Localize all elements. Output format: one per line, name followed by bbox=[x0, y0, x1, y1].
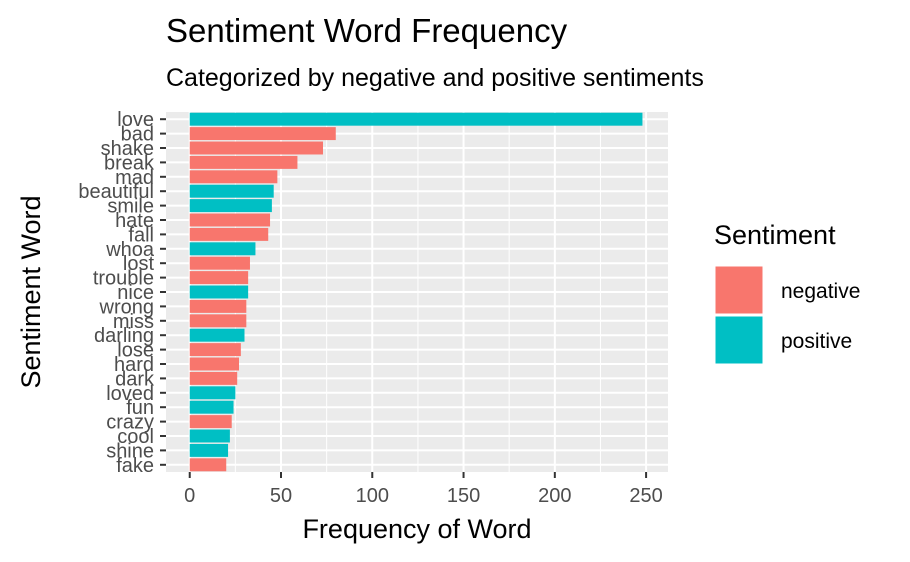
bar-break bbox=[189, 155, 298, 169]
x-axis: 0 50 100 150 200 250 bbox=[184, 472, 663, 507]
bar-dark bbox=[189, 371, 238, 385]
y-tick-label: break bbox=[104, 152, 155, 174]
y-tick-label: smile bbox=[107, 196, 154, 218]
y-tick-label: lose bbox=[117, 340, 154, 362]
legend-title: Sentiment bbox=[714, 220, 836, 250]
y-tick-label: love bbox=[117, 109, 154, 131]
bar-loved bbox=[189, 386, 236, 400]
bar-hate bbox=[189, 213, 271, 227]
chart-title: Sentiment Word Frequency bbox=[166, 12, 568, 49]
bar-crazy bbox=[189, 415, 232, 429]
y-tick-label: beautiful bbox=[78, 181, 154, 203]
y-tick-label: whoa bbox=[105, 239, 155, 261]
legend-items: negative positive bbox=[714, 265, 860, 365]
bar-fake bbox=[189, 458, 227, 472]
bar-wrong bbox=[189, 299, 247, 313]
y-tick-label: bad bbox=[121, 124, 154, 146]
bar-shake bbox=[189, 141, 323, 155]
y-tick-label: crazy bbox=[106, 412, 154, 434]
bar-lose bbox=[189, 343, 241, 357]
y-tick-label: shine bbox=[106, 440, 154, 462]
y-tick-label: miss bbox=[113, 311, 154, 333]
bar-bad bbox=[189, 127, 336, 141]
bar-trouble bbox=[189, 271, 249, 285]
bars-group bbox=[189, 112, 643, 472]
y-tick-label: lost bbox=[123, 253, 155, 275]
chart-subtitle: Categorized by negative and positive sen… bbox=[166, 64, 704, 92]
bar-whoa bbox=[189, 242, 256, 256]
x-tick-label: 200 bbox=[538, 485, 571, 507]
x-axis-title: Frequency of Word bbox=[302, 514, 531, 544]
legend-key-negative bbox=[714, 265, 764, 315]
bar-fall bbox=[189, 227, 269, 241]
y-tick-label: loved bbox=[106, 383, 154, 405]
bar-shine bbox=[189, 443, 229, 457]
x-tick-label: 150 bbox=[447, 485, 480, 507]
y-tick-label: darling bbox=[94, 325, 154, 347]
y-axis-title: Sentiment Word bbox=[16, 195, 46, 388]
y-tick-label: dark bbox=[115, 368, 155, 390]
bar-smile bbox=[189, 199, 272, 213]
legend-label-negative: negative bbox=[781, 280, 860, 303]
y-tick-label: hate bbox=[115, 210, 154, 232]
y-tick-label: wrong bbox=[99, 296, 154, 318]
legend-key-positive bbox=[714, 315, 764, 365]
y-tick-label: fall bbox=[128, 224, 154, 246]
y-tick-label: fun bbox=[126, 397, 154, 419]
y-tick-label: trouble bbox=[93, 268, 154, 290]
y-tick-label: mad bbox=[115, 167, 154, 189]
bar-hard bbox=[189, 357, 240, 371]
bar-beautiful bbox=[189, 184, 274, 198]
bar-darling bbox=[189, 328, 245, 342]
bar-nice bbox=[189, 285, 249, 299]
legend-label-positive: positive bbox=[781, 330, 852, 353]
legend: Sentiment negative positive bbox=[714, 220, 860, 365]
bar-love bbox=[189, 112, 643, 126]
x-tick-label: 0 bbox=[184, 485, 195, 507]
y-tick-label: nice bbox=[117, 282, 154, 304]
bar-lost bbox=[189, 256, 250, 270]
y-tick-label: fake bbox=[116, 455, 154, 477]
bar-cool bbox=[189, 429, 230, 443]
bar-miss bbox=[189, 314, 247, 328]
y-tick-label: cool bbox=[117, 426, 154, 448]
x-tick-label: 50 bbox=[270, 485, 292, 507]
y-axis: lovebadshakebreakmadbeautifulsmilehatefa… bbox=[78, 109, 166, 477]
x-tick-label: 100 bbox=[356, 485, 389, 507]
x-tick-label: 250 bbox=[629, 485, 662, 507]
y-tick-label: hard bbox=[114, 354, 154, 376]
bar-mad bbox=[189, 170, 278, 184]
grid-lines bbox=[166, 112, 668, 472]
bar-fun bbox=[189, 400, 234, 414]
y-tick-label: shake bbox=[101, 138, 154, 160]
